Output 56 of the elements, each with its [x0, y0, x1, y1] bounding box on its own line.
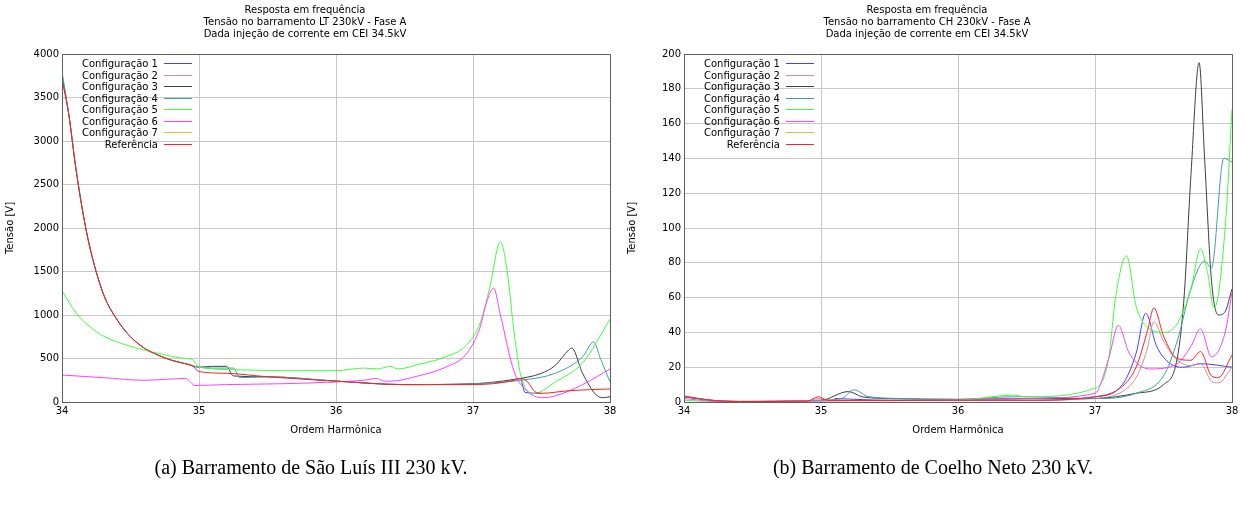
- y-tick-label: 100: [661, 221, 681, 233]
- y-tick-label: 160: [661, 117, 681, 129]
- legend-label: Configuração 7: [704, 127, 780, 139]
- y-tick-label: 140: [661, 151, 681, 163]
- legend-label: Configuração 3: [704, 81, 780, 93]
- y-axis-title: Tensão [V]: [3, 201, 15, 256]
- y-axis-title: Tensão [V]: [625, 201, 637, 256]
- chart-title: Resposta em frequência: [244, 3, 366, 15]
- x-tick-label: 35: [192, 404, 206, 416]
- legend-label: Configuração 7: [82, 127, 158, 139]
- legend-label: Configuração 1: [704, 58, 780, 70]
- y-tick-label: 2500: [33, 178, 59, 190]
- y-tick-label: 3500: [33, 91, 59, 103]
- y-tick-label: 200: [661, 47, 681, 59]
- x-tick-label: 38: [603, 404, 617, 416]
- x-tick-label: 34: [55, 404, 69, 416]
- y-tick-label: 1500: [33, 265, 59, 277]
- y-tick-label: 0: [674, 395, 681, 407]
- y-tick-label: 4000: [33, 47, 59, 59]
- y-tick-label: 180: [661, 82, 681, 94]
- y-tick-label: 40: [668, 325, 681, 337]
- x-tick-label: 37: [466, 404, 480, 416]
- y-tick-label: 120: [661, 186, 681, 198]
- x-tick-label: 34: [677, 404, 691, 416]
- x-tick-label: 36: [329, 404, 343, 416]
- legend-label: Configuração 6: [82, 115, 158, 127]
- x-axis-title: Ordem Harmônica: [912, 423, 1004, 435]
- legend-label: Configuração 4: [82, 92, 158, 104]
- x-axis-title: Ordem Harmônica: [290, 423, 382, 435]
- y-tick-label: 60: [668, 291, 681, 303]
- chart-title: Resposta em frequência: [866, 3, 988, 15]
- x-tick-label: 36: [951, 404, 965, 416]
- y-tick-label: 0: [52, 395, 59, 407]
- legend-label: Referência: [726, 138, 780, 150]
- legend-label: Configuração 5: [704, 104, 780, 116]
- y-tick-label: 2000: [33, 221, 59, 233]
- legend-label: Configuração 4: [704, 92, 780, 104]
- chart-subtitle: Tensão no barramento LT 230kV - Fase A Dada injeção de corrente em CEI 34.5kV: [202, 15, 407, 39]
- legend-label: Configuração 1: [82, 58, 158, 70]
- y-tick-label: 20: [668, 360, 681, 372]
- text: (b) Barramento de Coelho Neto 230 kV.: [771, 456, 1095, 479]
- y-tick-label: 80: [668, 256, 681, 268]
- legend-label: Configuração 2: [82, 69, 158, 81]
- chart-subtitle: Tensão no barramento CH 230kV - Fase A Dada injeção de corrente em CEI 34.5kV: [822, 15, 1031, 39]
- legend-label: Configuração 3: [82, 81, 158, 93]
- x-tick-label: 38: [1225, 404, 1239, 416]
- text: (a) Barramento de São Luís III 230 kV.: [153, 456, 469, 479]
- y-tick-label: 500: [39, 352, 59, 364]
- legend-label: Configuração 5: [82, 104, 158, 116]
- legend-label: Referência: [104, 138, 158, 150]
- y-tick-label: 1000: [33, 308, 59, 320]
- x-tick-label: 37: [1088, 404, 1102, 416]
- legend-label: Configuração 2: [704, 69, 780, 81]
- x-tick-label: 35: [814, 404, 828, 416]
- legend-label: Configuração 6: [704, 115, 780, 127]
- y-tick-label: 3000: [33, 134, 59, 146]
